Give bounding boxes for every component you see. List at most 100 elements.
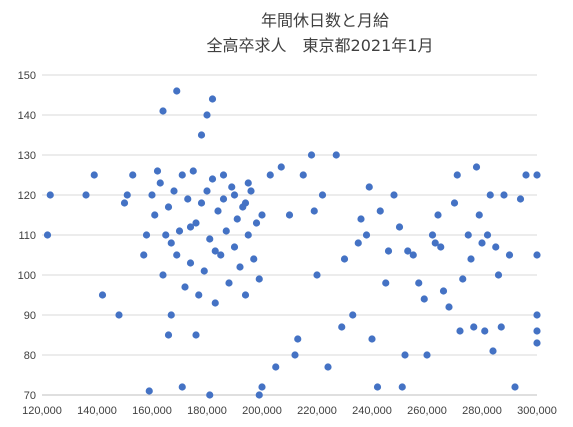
scatter-point [173, 251, 181, 259]
scatter-point [511, 383, 519, 391]
scatter-point [272, 363, 280, 371]
scatter-point [423, 351, 431, 359]
scatter-point [159, 107, 167, 115]
scatter-point [82, 191, 90, 199]
scatter-point [299, 171, 307, 179]
scatter-point [467, 255, 475, 263]
scatter-point [46, 191, 54, 199]
x-tick-label: 300,000 [517, 405, 557, 417]
scatter-point [148, 191, 156, 199]
scatter-point [533, 251, 541, 259]
x-tick-label: 180,000 [187, 405, 227, 417]
x-tick-label: 200,000 [242, 405, 282, 417]
scatter-point [258, 211, 266, 219]
scatter-point [255, 275, 263, 283]
scatter-point [186, 259, 195, 267]
scatter-point [368, 335, 376, 343]
scatter-point [230, 191, 239, 199]
scatter-point [533, 339, 541, 347]
scatter-point [206, 235, 214, 243]
scatter-point [208, 95, 217, 103]
scatter-point [255, 391, 263, 399]
scatter-point [192, 331, 200, 339]
x-tick-label: 280,000 [462, 405, 502, 417]
scatter-point [186, 223, 195, 231]
scatter-point [120, 199, 129, 207]
scatter-point [222, 227, 230, 235]
scatter-point [373, 383, 382, 391]
scatter-point [258, 383, 266, 391]
scatter-point [318, 191, 327, 199]
scatter-point [203, 111, 211, 119]
scatter-point [140, 251, 148, 259]
scatter-point [167, 239, 175, 247]
scatter-point [481, 327, 489, 335]
scatter-point [450, 199, 459, 207]
scatter-point [395, 223, 404, 231]
scatter-point [200, 267, 208, 275]
scatter-point [362, 231, 371, 239]
y-tick-label: 90 [24, 310, 36, 322]
y-tick-label: 140 [18, 110, 36, 122]
scatter-point [494, 271, 503, 279]
scatter-point [167, 311, 175, 319]
scatter-point [472, 163, 481, 171]
scatter-point [483, 231, 492, 239]
scatter-point [497, 323, 505, 331]
scatter-point [376, 207, 384, 215]
scatter-point [164, 203, 173, 211]
x-tick-label: 240,000 [352, 405, 392, 417]
scatter-point [478, 239, 486, 247]
scatter-point [492, 243, 500, 251]
scatter-point [145, 387, 153, 395]
scatter-point [244, 231, 252, 239]
scatter-point [453, 171, 461, 179]
scatter-point [420, 295, 428, 303]
x-tick-label: 260,000 [407, 405, 447, 417]
scatter-point [307, 151, 316, 159]
scatter-point [445, 303, 453, 311]
scatter-point [43, 231, 52, 239]
scatter-point [236, 263, 244, 271]
scatter-point [244, 179, 252, 187]
x-tick-label: 220,000 [297, 405, 337, 417]
scatter-point [516, 195, 525, 203]
scatter-point [175, 227, 184, 235]
scatter-point [217, 251, 225, 259]
y-tick-label: 120 [18, 190, 36, 202]
scatter-point [156, 179, 164, 187]
scatter-point [439, 287, 448, 295]
scatter-point [203, 187, 211, 195]
scatter-point [206, 391, 214, 399]
y-axis-ticks: 70 80 90 100 110 120 130 140 150 [18, 70, 36, 402]
scatter-point [241, 291, 250, 299]
scatter-point [428, 231, 437, 239]
grid-lines [42, 74, 537, 396]
scatter-point [338, 323, 346, 331]
scatter-point [486, 191, 494, 199]
scatter-point [404, 247, 412, 255]
scatter-point [98, 291, 107, 299]
scatter-point [409, 251, 417, 259]
y-tick-label: 70 [24, 390, 36, 402]
scatter-point [214, 207, 222, 215]
scatter-point [123, 191, 131, 199]
scatter-point [197, 131, 206, 139]
scatter-point [459, 275, 467, 283]
scatter-point [90, 171, 98, 179]
scatter-point [178, 383, 186, 391]
scatter-point [151, 211, 159, 219]
scatter-point [291, 351, 299, 359]
scatter-point [505, 251, 514, 259]
scatter-point [384, 247, 393, 255]
scatter-point [434, 211, 442, 219]
scatter-point [178, 171, 186, 179]
scatter-point [219, 195, 228, 203]
scatter-point [211, 247, 219, 255]
scatter-point [211, 299, 219, 307]
scatter-point [239, 203, 247, 211]
scatter-point [225, 279, 233, 287]
scatter-point [500, 191, 508, 199]
scatter-point [489, 347, 497, 355]
scatter-point [470, 323, 478, 331]
